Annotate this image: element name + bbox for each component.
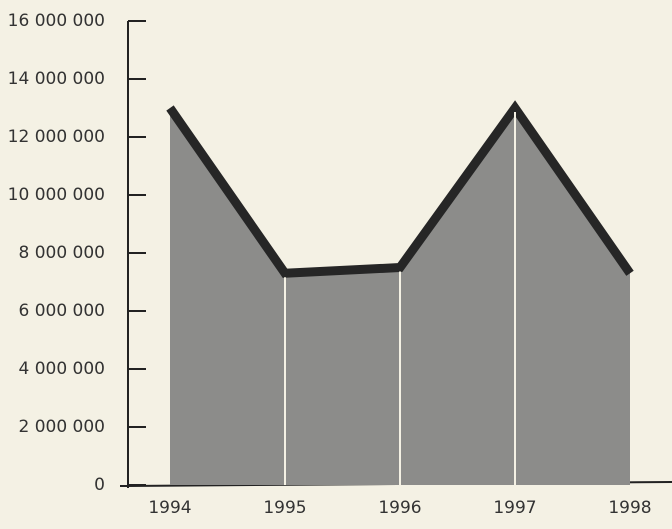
y-tick-label: 8 000 000 xyxy=(18,243,105,263)
chart: 0 2 000 000 4 000 000 6 000 000 8 000 000 10 … xyxy=(0,0,672,529)
y-tick-label: 14 000 000 xyxy=(8,69,105,89)
y-tick-label: 6 000 000 xyxy=(18,301,105,321)
y-tick-label: 2 000 000 xyxy=(18,417,105,437)
x-tick-label: 1998 xyxy=(608,498,651,518)
x-tick-label: 1996 xyxy=(378,498,421,518)
x-tick-label: 1995 xyxy=(263,498,306,518)
y-tick-label: 4 000 000 xyxy=(18,359,105,379)
y-tick-label: 12 000 000 xyxy=(8,127,105,147)
x-tick-label: 1994 xyxy=(148,498,191,518)
y-tick-label: 0 xyxy=(94,475,105,495)
x-tick-label: 1997 xyxy=(493,498,536,518)
y-tick-label: 16 000 000 xyxy=(8,11,105,31)
y-tick-label: 10 000 000 xyxy=(8,185,105,205)
